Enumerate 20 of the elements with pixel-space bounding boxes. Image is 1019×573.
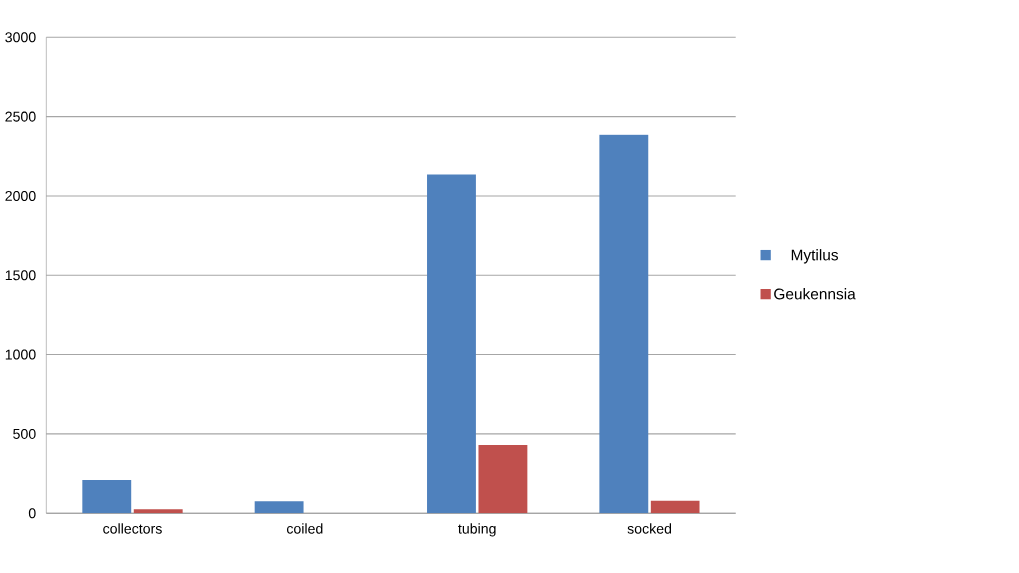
bar (599, 134, 649, 514)
y-tick-label: 3000 (5, 32, 36, 43)
y-tick-label: 2000 (5, 190, 36, 201)
y-tick-label: 1500 (5, 270, 36, 281)
y-tick-label: 2500 (5, 111, 36, 122)
x-tick-label: collectors (103, 523, 162, 534)
legend-label: Mytilus (791, 249, 839, 264)
y-tick-label: 500 (13, 428, 36, 439)
bar (254, 501, 304, 514)
bar (427, 174, 476, 514)
x-tick-label: tubing (458, 523, 496, 537)
bar (133, 509, 183, 514)
x-tick-label: socked (627, 523, 672, 534)
bar (650, 500, 700, 514)
bar (478, 444, 528, 514)
legend-label: Geukennsia (774, 288, 856, 300)
x-tick-label: coiled (286, 523, 323, 534)
bar (82, 479, 132, 514)
y-tick-label: 1000 (5, 349, 36, 360)
y-tick-label: 0 (28, 508, 36, 519)
